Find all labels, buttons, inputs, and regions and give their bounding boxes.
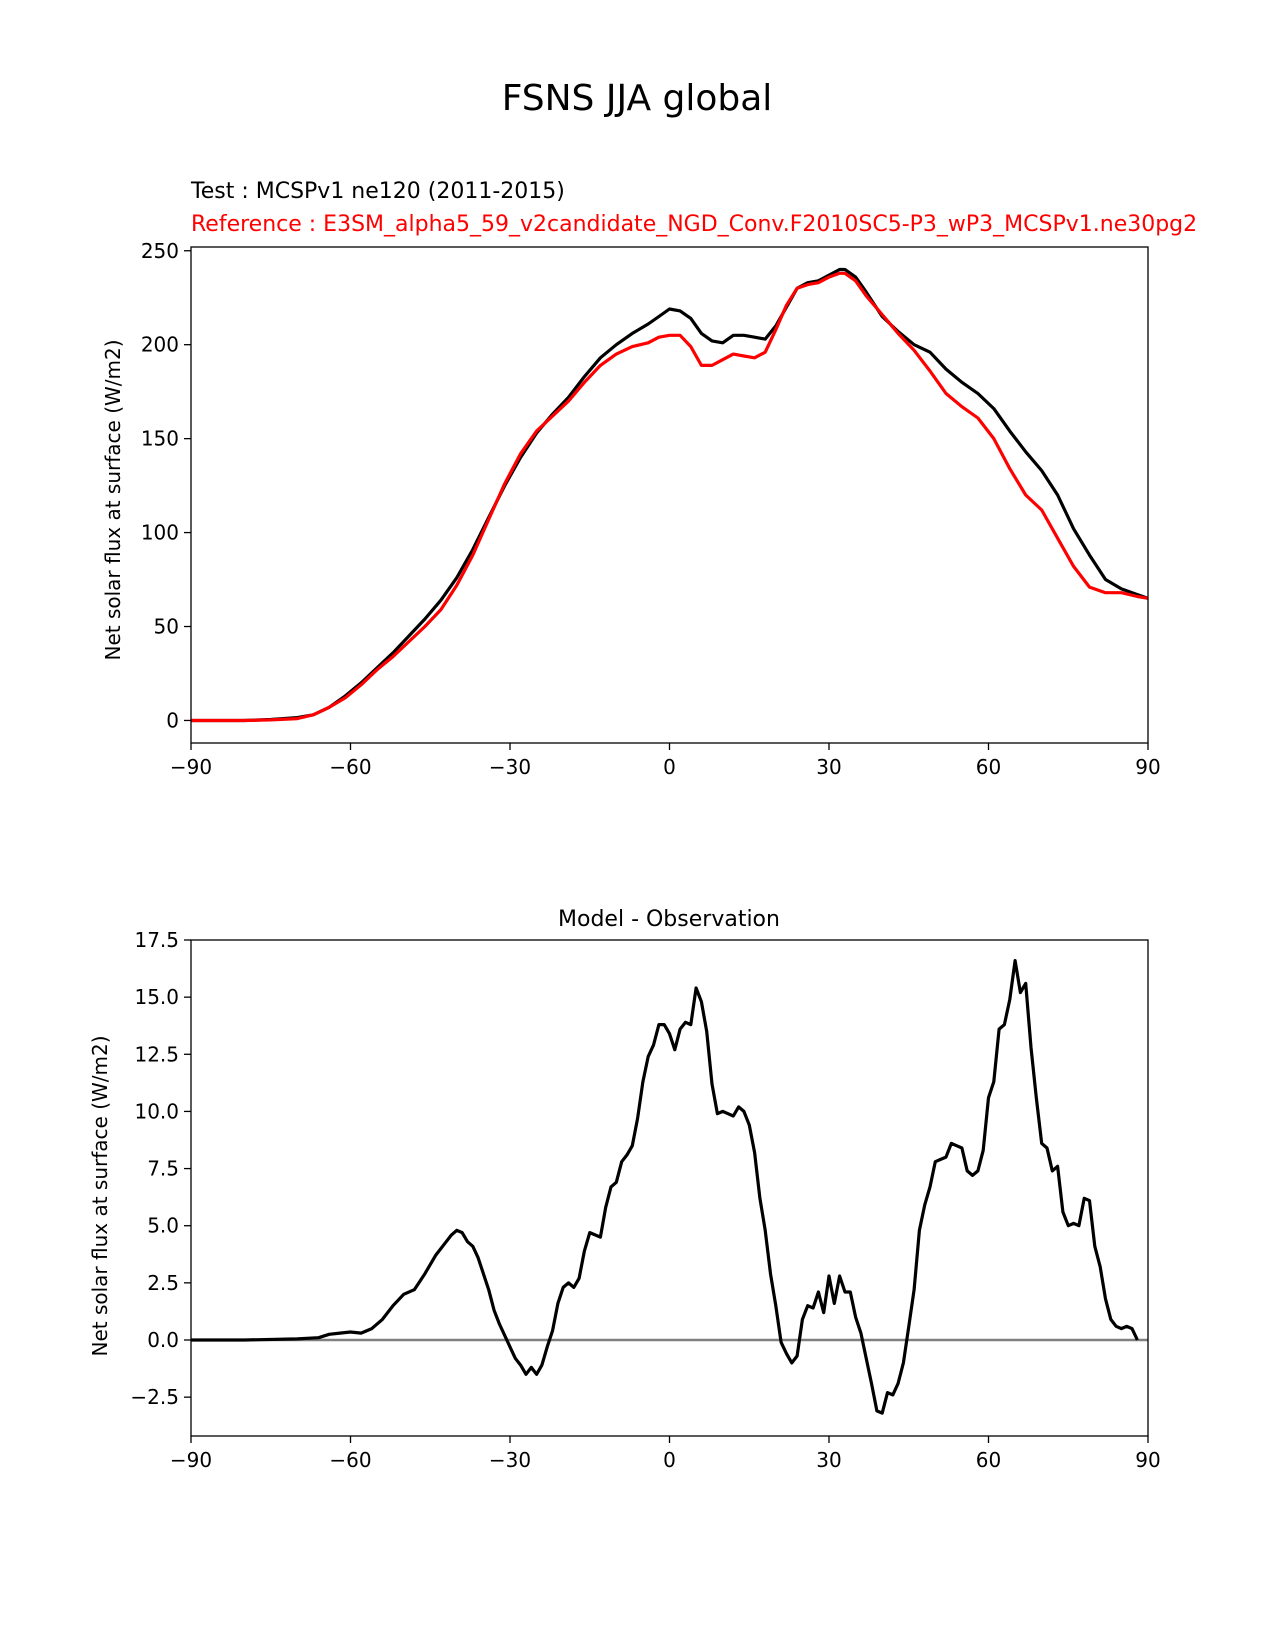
- upper-y-tick-label: 200: [141, 333, 179, 357]
- lower-panel-difference-chart: Model - Observation Net solar flux at su…: [88, 907, 1161, 1472]
- upper-panel-flux-chart: Test : MCSPv1 ne120 (2011-2015) Referenc…: [101, 179, 1197, 779]
- lower-series-model-observation: [191, 959, 1139, 1415]
- lower-y-tick-label: 0.0: [147, 1328, 179, 1352]
- test-label: Test : MCSPv1 ne120 (2011-2015): [190, 179, 565, 204]
- upper-y-tick-label: 50: [154, 615, 179, 639]
- figure-title: FSNS JJA global: [502, 78, 773, 119]
- lower-y-tick-label: 12.5: [134, 1042, 179, 1066]
- lower-x-tick-label: −30: [489, 1448, 531, 1472]
- lower-y-tick-label: 5.0: [147, 1214, 179, 1238]
- upper-y-tick-label: 250: [141, 239, 179, 263]
- upper-x-tick-label: −60: [329, 755, 371, 779]
- reference-label: Reference : E3SM_alpha5_59_v2candidate_N…: [191, 212, 1197, 237]
- lower-y-tick-label: −2.5: [130, 1385, 179, 1409]
- lower-y-tick-label: 10.0: [134, 1099, 179, 1123]
- upper-x-tick-label: 90: [1135, 755, 1160, 779]
- upper-x-tick-label: −90: [170, 755, 212, 779]
- upper-y-tick-label: 100: [141, 521, 179, 545]
- lower-y-axis-label: Net solar flux at surface (W/m2): [88, 1035, 112, 1356]
- lower-y-tick-label: 17.5: [134, 928, 179, 952]
- upper-series-test: [191, 267, 1148, 723]
- lower-x-tick-label: 60: [976, 1448, 1001, 1472]
- upper-axes-frame: [190, 246, 1149, 744]
- lower-y-tick-label: 15.0: [134, 985, 179, 1009]
- lower-x-tick-label: −90: [170, 1448, 212, 1472]
- upper-y-tick-label: 0: [166, 708, 179, 732]
- upper-y-axis-label: Net solar flux at surface (W/m2): [101, 339, 125, 660]
- lower-y-tick-label: 2.5: [147, 1271, 179, 1295]
- lower-x-tick-label: 0: [663, 1448, 676, 1472]
- lower-panel-title: Model - Observation: [558, 907, 780, 932]
- lower-x-tick-label: −60: [329, 1448, 371, 1472]
- upper-x-tick-label: 30: [816, 755, 841, 779]
- upper-x-tick-label: 60: [976, 755, 1001, 779]
- lower-y-tick-label: 7.5: [147, 1157, 179, 1181]
- upper-plot-area: [191, 267, 1148, 723]
- upper-x-tick-label: 0: [663, 755, 676, 779]
- upper-y-tick-label: 150: [141, 427, 179, 451]
- lower-x-tick-label: 30: [816, 1448, 841, 1472]
- upper-x-tick-label: −30: [489, 755, 531, 779]
- lower-x-tick-label: 90: [1135, 1448, 1160, 1472]
- lower-plot-area: [191, 959, 1148, 1415]
- upper-series-reference: [191, 271, 1148, 723]
- lower-axes-frame: [190, 939, 1149, 1437]
